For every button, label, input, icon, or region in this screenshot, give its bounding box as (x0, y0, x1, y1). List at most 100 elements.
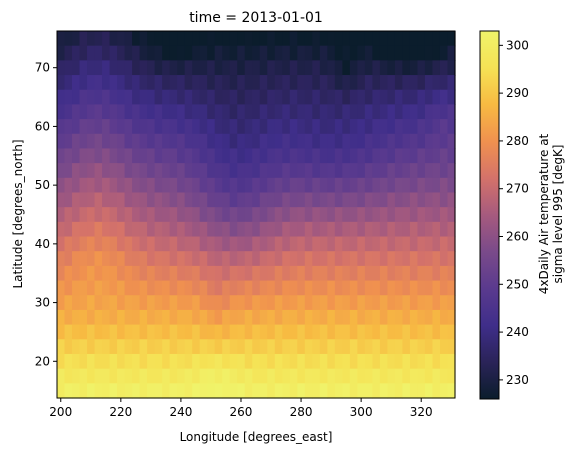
heatmap-cell (267, 280, 276, 296)
heatmap-cell (214, 89, 223, 105)
heatmap-cell (349, 295, 358, 311)
heatmap-cell (432, 133, 441, 150)
heatmap-cell (387, 280, 396, 296)
heatmap-cell (387, 324, 396, 340)
heatmap-cell (364, 265, 373, 282)
heatmap-cell (274, 339, 283, 355)
heatmap-cell (387, 339, 396, 355)
heatmap-cell (222, 31, 231, 47)
heatmap-cell (439, 89, 449, 105)
heatmap-cell (364, 148, 373, 164)
heatmap-cell (57, 177, 66, 194)
heatmap-cell (319, 163, 328, 179)
heatmap-cell (282, 383, 291, 399)
heatmap-cell (147, 177, 156, 194)
heatmap-cell (177, 148, 186, 164)
heatmap-cell (267, 265, 276, 282)
heatmap-cell (139, 324, 148, 340)
heatmap-cell (327, 104, 336, 120)
heatmap-cell (394, 89, 404, 105)
heatmap-cell (64, 163, 73, 179)
heatmap-cell (177, 89, 186, 105)
heatmap-cell (379, 163, 389, 179)
heatmap-cell (109, 280, 118, 296)
heatmap-cell (304, 339, 313, 355)
heatmap-cell (424, 207, 434, 223)
heatmap-cell (207, 339, 216, 355)
heatmap-cell (312, 192, 321, 208)
heatmap-cell (379, 265, 389, 282)
heatmap-cell (192, 236, 201, 252)
heatmap-cell (432, 45, 441, 61)
heatmap-cell (94, 383, 103, 399)
heatmap-cell (222, 192, 231, 208)
heatmap-cell (379, 295, 389, 311)
heatmap-cell (117, 45, 126, 61)
heatmap-cell (372, 265, 381, 282)
heatmap-cell (424, 221, 434, 238)
heatmap-cell (289, 192, 298, 208)
heatmap-cell (394, 368, 404, 384)
heatmap-cell (139, 353, 148, 370)
heatmap-cell (244, 339, 253, 355)
heatmap-cell (312, 89, 321, 105)
heatmap-cell (199, 324, 208, 340)
heatmap-cell (304, 309, 313, 326)
heatmap-cell (424, 280, 434, 296)
heatmap-cell (64, 89, 73, 105)
heatmap-cell (72, 353, 81, 370)
heatmap-cell (259, 309, 268, 326)
heatmap-cell (87, 265, 96, 282)
heatmap-cell (147, 280, 156, 296)
heatmap-cell (109, 31, 118, 47)
heatmap-cell (417, 133, 426, 150)
heatmap-cell (222, 280, 231, 296)
heatmap-cell (109, 207, 118, 223)
heatmap-cell (402, 251, 411, 267)
heatmap-cell (297, 353, 306, 370)
heatmap-cell (409, 104, 419, 120)
heatmap-cell (424, 192, 434, 208)
heatmap-cell (327, 368, 336, 384)
heatmap-cell (274, 133, 283, 150)
heatmap-cell (312, 207, 321, 223)
heatmap-cell (169, 221, 178, 238)
heatmap-cell (282, 265, 291, 282)
heatmap-cell (394, 383, 404, 399)
heatmap-cell (222, 265, 231, 282)
heatmap-cell (162, 75, 171, 91)
heatmap-cell (177, 309, 186, 326)
heatmap-cell (282, 207, 291, 223)
heatmap-cell (439, 133, 449, 150)
heatmap-cell (289, 324, 298, 340)
heatmap-cell (154, 119, 163, 135)
heatmap-cell (387, 192, 396, 208)
heatmap-cell (79, 75, 88, 91)
heatmap-cell (402, 104, 411, 120)
heatmap-cell (147, 368, 156, 384)
heatmap-cell (244, 295, 253, 311)
heatmap-cell (57, 192, 66, 208)
heatmap-cell (147, 236, 156, 252)
heatmap-cell (222, 251, 231, 267)
heatmap-cell (327, 177, 336, 194)
heatmap-cell (282, 368, 291, 384)
heatmap-cell (304, 148, 313, 164)
heatmap-cell (252, 295, 261, 311)
heatmap-cell (334, 45, 343, 61)
heatmap-cell (162, 251, 171, 267)
heatmap-cell (252, 353, 261, 370)
heatmap-cell (132, 31, 141, 47)
heatmap-cell (64, 353, 73, 370)
heatmap-cell (102, 31, 111, 47)
heatmap-cell (192, 119, 201, 135)
heatmap-cell (229, 31, 238, 47)
heatmap-cell (364, 339, 373, 355)
heatmap-cell (237, 192, 246, 208)
heatmap-cell (87, 221, 96, 238)
heatmap-cell (64, 368, 73, 384)
heatmap-cell (409, 265, 419, 282)
heatmap-cell (102, 148, 111, 164)
heatmap-cell (132, 89, 141, 105)
heatmap-cell (94, 221, 103, 238)
